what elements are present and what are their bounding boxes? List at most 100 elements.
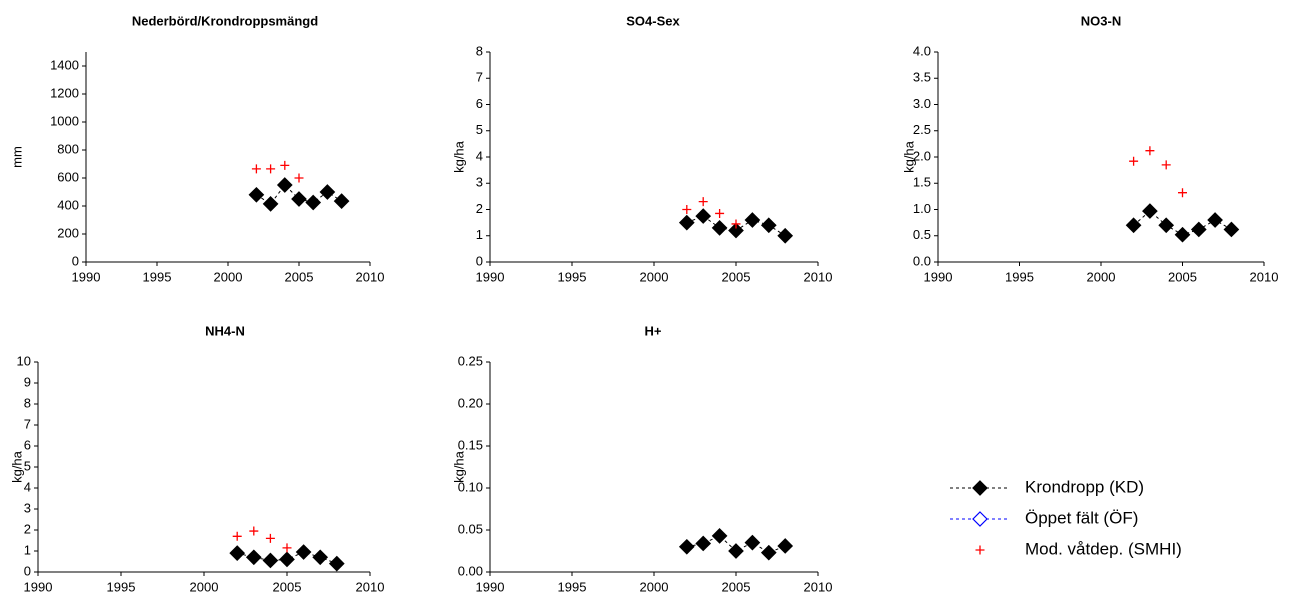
marker (305, 194, 322, 211)
legend-marker (975, 545, 985, 555)
marker (251, 164, 261, 174)
marker (1145, 146, 1155, 156)
marker (711, 220, 728, 236)
y-tick-label: 2 (24, 521, 31, 536)
y-tick-label: 3.0 (913, 96, 931, 111)
marker (695, 535, 712, 552)
chart-title: H+ (645, 323, 662, 338)
marker (731, 219, 741, 229)
marker (1125, 217, 1142, 234)
legend-label: Krondropp (KD) (1025, 477, 1144, 496)
y-tick-label: 0.20 (458, 395, 483, 410)
y-tick-label: 4 (476, 148, 483, 163)
y-tick-label: 6 (24, 437, 31, 452)
y-tick-label: 3 (24, 500, 31, 515)
marker (695, 208, 712, 224)
marker (1161, 160, 1171, 170)
marker (1142, 203, 1158, 219)
marker (1223, 221, 1240, 238)
y-tick-label: 2 (476, 201, 483, 216)
marker (715, 208, 725, 218)
marker (1178, 188, 1187, 198)
marker (1158, 217, 1175, 234)
y-tick-label: 8 (476, 43, 483, 58)
marker (760, 544, 777, 561)
x-tick-label: 2010 (804, 269, 833, 284)
y-tick-label: 800 (57, 141, 79, 156)
y-tick-label: 5 (24, 458, 31, 473)
y-tick-label: 7 (24, 416, 31, 431)
marker (777, 227, 794, 244)
marker (777, 538, 794, 554)
y-tick-label: 0.5 (913, 227, 931, 242)
marker (1129, 156, 1139, 166)
marker (262, 196, 279, 212)
x-tick-label: 2005 (285, 269, 314, 284)
marker (728, 543, 744, 559)
marker (279, 551, 295, 568)
marker (333, 193, 350, 209)
marker (328, 555, 345, 572)
marker (319, 184, 336, 200)
marker (232, 531, 242, 541)
legend-label: Mod. våtdep. (SMHI) (1025, 539, 1182, 558)
marker (744, 534, 761, 551)
y-tick-label: 3 (476, 175, 483, 190)
marker (682, 205, 692, 214)
y-tick-label: 1200 (50, 85, 79, 100)
y-tick-label: 0.0 (913, 253, 931, 268)
y-tick-label: 10 (17, 353, 31, 368)
marker (291, 191, 307, 207)
y-tick-label: 1.0 (913, 201, 931, 216)
y-tick-label: 5 (476, 122, 483, 137)
y-axis-label: kg/ha (451, 140, 466, 173)
chart-title: SO4-Sex (626, 13, 680, 28)
x-tick-label: 2010 (1250, 269, 1279, 284)
y-tick-label: 8 (24, 395, 31, 410)
marker (312, 549, 329, 566)
y-tick-label: 0.15 (458, 437, 483, 452)
marker (760, 217, 777, 234)
x-tick-label: 1995 (1005, 269, 1034, 284)
marker (229, 545, 246, 561)
y-tick-label: 0 (476, 253, 483, 268)
marker (295, 544, 312, 560)
marker (245, 549, 262, 566)
chart-title: NH4-N (205, 323, 245, 338)
x-tick-label: 2005 (273, 579, 302, 594)
marker (744, 212, 761, 228)
y-tick-label: 4 (24, 479, 31, 494)
y-tick-label: 2.5 (913, 122, 931, 137)
y-tick-label: 0 (72, 253, 79, 268)
marker (248, 186, 265, 203)
marker (276, 177, 293, 193)
x-tick-label: 2010 (804, 579, 833, 594)
marker (1207, 212, 1223, 228)
y-axis-label: kg/ha (9, 450, 24, 483)
x-tick-label: 2005 (1168, 269, 1197, 284)
y-tick-label: 1 (476, 227, 483, 242)
legend-marker (972, 511, 988, 527)
y-tick-label: 1.5 (913, 175, 931, 190)
x-tick-label: 2000 (214, 269, 243, 284)
y-axis-label: kg/ha (451, 450, 466, 483)
y-axis-label: kg/ha (901, 140, 916, 173)
y-tick-label: 0.25 (458, 353, 483, 368)
marker (678, 538, 695, 555)
x-tick-label: 1995 (107, 579, 136, 594)
y-tick-label: 6 (476, 96, 483, 111)
y-axis-label: mm (9, 146, 24, 168)
marker (262, 552, 279, 569)
marker (280, 160, 290, 170)
legend-label: Öppet fält (ÖF) (1025, 508, 1138, 527)
x-tick-label: 2010 (356, 579, 385, 594)
y-tick-label: 0.05 (458, 521, 483, 536)
y-tick-label: 0.00 (458, 563, 483, 578)
marker (1190, 221, 1207, 238)
marker (1174, 226, 1191, 243)
x-tick-label: 2005 (722, 579, 751, 594)
x-tick-label: 1995 (558, 579, 587, 594)
marker (678, 214, 695, 231)
y-tick-label: 1000 (50, 113, 79, 128)
y-tick-label: 600 (57, 169, 79, 184)
